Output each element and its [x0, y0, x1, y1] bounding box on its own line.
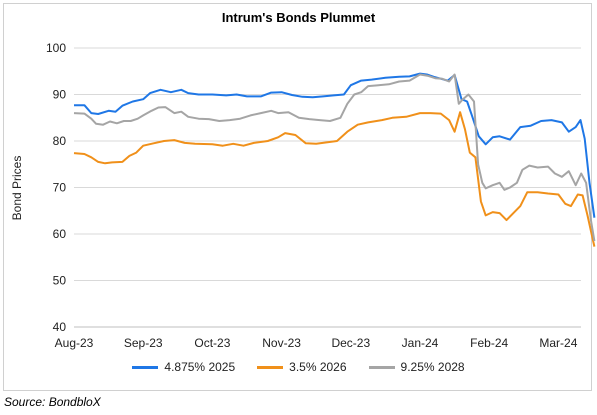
chart-title: Intrum's Bonds Plummet [221, 10, 376, 25]
y-tick-label: 70 [53, 181, 67, 195]
source-note: Source: BondbloX [4, 395, 101, 409]
legend-swatch [257, 365, 284, 369]
x-tick-label: Aug-23 [55, 336, 94, 350]
legend-label: 9.25% 2028 [400, 360, 465, 374]
x-tick-label: Oct-23 [194, 336, 230, 350]
series-lines [73, 72, 596, 247]
x-tick-label: Jan-24 [402, 336, 439, 350]
y-tick-label: 50 [53, 274, 67, 288]
y-axis-label: Bond Prices [10, 156, 24, 221]
legend-item: 4.875% 2025 [132, 360, 235, 374]
x-tick-label: Mar-24 [539, 336, 577, 350]
series-line [73, 73, 596, 242]
legend-label: 4.875% 2025 [164, 360, 236, 374]
x-tick-label: Dec-23 [331, 336, 370, 350]
y-tick-label: 60 [53, 227, 67, 241]
legend-item: 3.5% 2026 [257, 360, 347, 374]
legend-swatch [132, 365, 159, 369]
y-tick-label: 100 [46, 41, 66, 55]
x-axis-ticks: Aug-23 Sep-23 Oct-23 Nov-23 Dec-23 Jan-24 Feb-… [55, 336, 578, 350]
x-tick-label: Feb-24 [470, 336, 508, 350]
y-tick-label: 40 [53, 320, 67, 334]
x-tick-label: Sep-23 [124, 336, 163, 350]
gridlines [74, 47, 581, 328]
chart-frame [3, 3, 592, 391]
series-line [74, 72, 596, 218]
y-tick-label: 80 [53, 134, 67, 148]
y-axis-ticks: 40 50 60 70 80 90 100 [46, 41, 66, 334]
series-line [73, 111, 596, 247]
legend-label: 3.5% 2026 [289, 360, 347, 374]
x-tick-label: Nov-23 [262, 336, 301, 350]
legend-swatch [368, 365, 395, 369]
legend-item: 9.25% 2028 [368, 360, 465, 374]
legend: 4.875% 2025 3.5% 2026 9.25% 2028 [0, 360, 597, 374]
y-tick-label: 90 [53, 88, 67, 102]
